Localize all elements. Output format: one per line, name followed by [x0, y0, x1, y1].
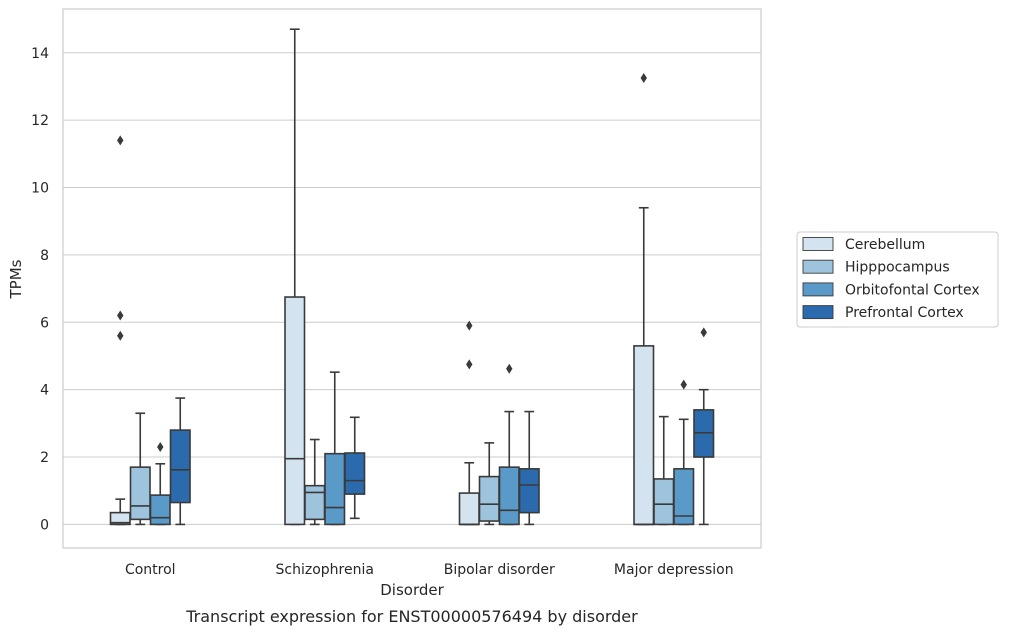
box-group-hipppocampus	[653, 415, 675, 526]
box-group-cerebellum	[284, 28, 306, 526]
box	[129, 466, 151, 521]
outlier-point	[506, 363, 513, 374]
box	[633, 345, 655, 526]
box	[324, 452, 346, 526]
box-group-prefrontal-cortex	[693, 327, 715, 526]
outlier-point	[117, 135, 124, 146]
box	[169, 429, 191, 504]
box	[344, 452, 366, 495]
y-tick-label: 2	[40, 450, 49, 466]
box-group-hipppocampus	[478, 442, 500, 526]
legend: Cerebellum Hipppocampus Orbitofontal Corte…	[796, 231, 999, 328]
box	[653, 478, 675, 526]
box-group-cerebellum	[458, 320, 480, 526]
y-tick-label: 12	[31, 113, 49, 129]
box-group-hipppocampus	[129, 412, 151, 526]
y-tick-label: 8	[40, 248, 49, 264]
legend-swatch	[802, 259, 834, 274]
y-tick-label: 4	[40, 383, 49, 399]
legend-label: Cerebellum	[845, 237, 925, 253]
box	[149, 494, 171, 526]
x-tick-label: Bipolar disorder	[444, 562, 555, 578]
box-group-prefrontal-cortex	[344, 416, 366, 520]
legend-swatch	[802, 305, 834, 320]
y-tick-label: 6	[40, 315, 49, 331]
outlier-point	[680, 379, 687, 390]
box-group-orbitofontal-cortex	[149, 441, 171, 526]
outlier-point	[466, 359, 473, 370]
grid-lines	[63, 52, 761, 525]
outlier-point	[700, 327, 707, 338]
box-group-orbitofontal-cortex	[498, 363, 520, 526]
y-tick-label: 0	[40, 517, 49, 533]
box-group-prefrontal-cortex	[169, 397, 191, 526]
outlier-point	[640, 73, 647, 84]
outlier-point	[117, 330, 124, 341]
x-tick-label: Schizophrenia	[276, 562, 374, 578]
box	[478, 475, 500, 522]
legend-swatch	[802, 237, 834, 251]
x-tick-label: Control	[125, 562, 176, 578]
x-axis-label: Disorder	[380, 581, 444, 599]
legend-label: Prefrontal Cortex	[845, 305, 964, 321]
x-tick-label: Major depression	[614, 562, 734, 578]
legend-label: Orbitofontal Cortex	[845, 282, 980, 298]
box	[518, 468, 540, 514]
box	[284, 296, 306, 526]
plot-area	[62, 8, 762, 549]
y-axis-label: TPMs	[7, 259, 25, 299]
y-tick-label: 14	[31, 46, 49, 62]
legend-label: Hipppocampus	[845, 260, 950, 276]
box-group-hipppocampus	[304, 438, 326, 526]
outlier-point	[466, 320, 473, 331]
outlier-point	[157, 441, 164, 452]
box-group-orbitofontal-cortex	[673, 379, 695, 526]
box-group-cerebellum	[109, 135, 131, 526]
y-axis-ticks: 0 2 4 6 8 10 12 14	[31, 46, 49, 534]
box	[673, 468, 695, 526]
chart-caption: Transcript expression for ENST0000057649…	[185, 607, 638, 626]
box	[304, 484, 326, 521]
box	[458, 492, 480, 526]
x-axis-ticks: Control Schizophrenia Bipolar disorder Majo…	[125, 562, 734, 578]
box-group-prefrontal-cortex	[518, 410, 540, 526]
box	[498, 466, 520, 526]
outlier-point	[117, 310, 124, 321]
y-tick-label: 10	[31, 181, 49, 197]
box-group-cerebellum	[633, 73, 655, 526]
legend-swatch	[802, 282, 834, 297]
box-groups	[109, 28, 715, 526]
box-group-orbitofontal-cortex	[324, 371, 346, 526]
legend-frame	[796, 231, 999, 328]
